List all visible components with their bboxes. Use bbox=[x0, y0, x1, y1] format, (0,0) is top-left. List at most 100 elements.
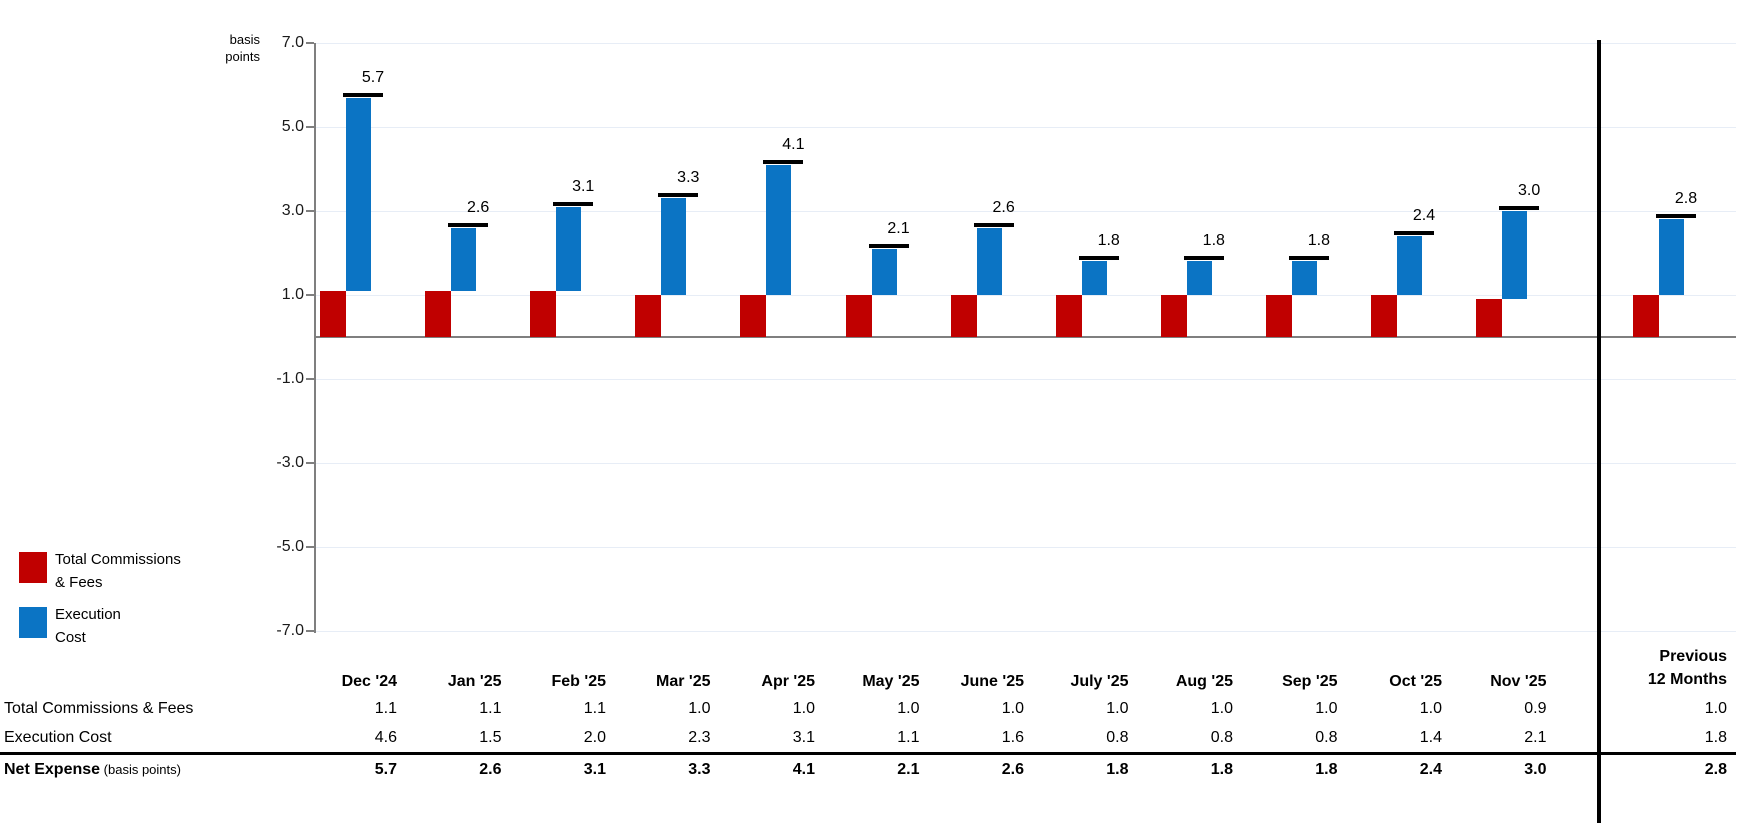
gridline bbox=[316, 547, 1736, 548]
value-cell: 1.0 bbox=[1001, 699, 1024, 717]
previous-12-months-value-cell: 2.8 bbox=[1704, 760, 1727, 778]
y-axis-line bbox=[314, 43, 316, 633]
value-cell: 1.8 bbox=[1106, 760, 1129, 778]
net-total-label: 2.8 bbox=[1674, 190, 1698, 208]
previous-12-months-value-cell: 1.8 bbox=[1546, 723, 1736, 755]
commissions-bar bbox=[635, 295, 662, 337]
gridline bbox=[316, 127, 1736, 128]
value-cell: 2.3 bbox=[606, 723, 711, 755]
table-corner-blank bbox=[0, 645, 293, 694]
execution-bar bbox=[1291, 261, 1317, 295]
value-cell: 1.5 bbox=[397, 723, 502, 755]
value-cell: 3.1 bbox=[583, 760, 606, 778]
gridline bbox=[316, 295, 1736, 296]
month-column-header: Mar '25 bbox=[656, 673, 711, 690]
y-axis-tick-label: -3.0 bbox=[276, 454, 304, 471]
value-cell: 2.6 bbox=[1001, 760, 1024, 778]
value-cell: 2.1 bbox=[1442, 723, 1547, 755]
previous-12-months-value-cell: 1.0 bbox=[1704, 699, 1727, 717]
net-total-label: 1.8 bbox=[1307, 232, 1331, 250]
net-total-marker bbox=[343, 92, 383, 97]
value-cell: 1.8 bbox=[1210, 760, 1233, 778]
net-total-label: 3.0 bbox=[1517, 182, 1541, 199]
value-cell: 5.7 bbox=[374, 760, 397, 778]
row-label: Total Commissions & Fees bbox=[4, 699, 194, 717]
commissions-bar bbox=[320, 290, 346, 337]
legend-swatch-commissions bbox=[19, 552, 47, 583]
execution-bar bbox=[1081, 261, 1107, 295]
y-axis-tick bbox=[306, 42, 314, 44]
net-total-label: 2.6 bbox=[466, 198, 490, 216]
value-cell: 0.8 bbox=[1024, 723, 1129, 755]
net-total-label: 2.6 bbox=[992, 198, 1015, 216]
previous-12-months-header: Previous 12 Months bbox=[1647, 648, 1727, 688]
month-column-header: Oct '25 bbox=[1389, 673, 1442, 690]
row-label: Execution Cost bbox=[0, 723, 293, 755]
y-axis-tick-label: 1.0 bbox=[281, 286, 304, 303]
previous-period-divider-line bbox=[1597, 40, 1601, 823]
value-cell: 1.0 bbox=[897, 699, 920, 717]
execution-bar bbox=[1397, 236, 1422, 295]
value-cell: 0.8 bbox=[1233, 723, 1338, 755]
net-total-marker bbox=[1078, 256, 1119, 261]
net-total-label: 5.7 bbox=[361, 68, 385, 86]
value-cell: 1.0 bbox=[688, 699, 711, 717]
month-column-header: May '25 bbox=[862, 673, 920, 690]
commissions-bar bbox=[1633, 295, 1659, 337]
month-column-header: June '25 bbox=[960, 673, 1024, 690]
legend-label-execution: Execution Cost bbox=[55, 606, 121, 646]
y-axis-tick bbox=[306, 462, 314, 464]
net-total-label: 3.1 bbox=[572, 177, 595, 195]
gridline bbox=[316, 379, 1736, 380]
y-axis-tick bbox=[306, 630, 314, 632]
value-cell: 1.1 bbox=[479, 699, 502, 717]
y-axis-tick-label: 3.0 bbox=[281, 202, 304, 219]
net-total-marker bbox=[763, 159, 804, 164]
net-total-label: 3.3 bbox=[677, 169, 700, 187]
net-total-marker bbox=[1394, 231, 1434, 236]
commissions-bar bbox=[950, 295, 977, 337]
row-label: Net Expense (basis points) bbox=[4, 760, 181, 778]
gridline bbox=[316, 463, 1736, 464]
value-cell: 1.1 bbox=[815, 723, 920, 755]
net-total-marker bbox=[1499, 206, 1540, 210]
y-axis-tick-label: 7.0 bbox=[281, 34, 304, 51]
value-cell: 4.1 bbox=[792, 760, 815, 778]
gridline bbox=[316, 43, 1736, 44]
value-cell: 1.6 bbox=[919, 723, 1024, 755]
net-total-marker bbox=[553, 201, 594, 206]
month-column-header: Feb '25 bbox=[551, 673, 607, 690]
month-column-header: Aug '25 bbox=[1175, 673, 1233, 690]
value-cell: 1.8 bbox=[1315, 760, 1338, 778]
month-column-header: Dec '24 bbox=[341, 673, 397, 690]
y-axis-tick-label: -5.0 bbox=[276, 538, 304, 555]
y-axis-tick-label: -1.0 bbox=[276, 370, 304, 387]
net-total-label: 2.1 bbox=[887, 219, 910, 237]
execution-bar bbox=[661, 198, 687, 295]
net-total-label: 4.1 bbox=[782, 135, 805, 153]
net-total-marker bbox=[1288, 256, 1329, 261]
value-cell: 1.0 bbox=[1419, 699, 1442, 717]
month-column-header: July '25 bbox=[1070, 673, 1129, 690]
y-axis-tick-label: -7.0 bbox=[276, 622, 304, 639]
legend-swatch-execution bbox=[19, 607, 47, 638]
value-cell: 3.0 bbox=[1524, 760, 1547, 778]
value-cell: 2.6 bbox=[479, 760, 502, 778]
y-axis-unit-line2: points bbox=[225, 49, 260, 64]
value-cell: 2.0 bbox=[501, 723, 606, 755]
value-cell: 1.0 bbox=[1210, 699, 1233, 717]
y-axis-unit-line1: basis bbox=[229, 32, 260, 47]
net-total-marker bbox=[1656, 214, 1696, 219]
net-total-label: 2.4 bbox=[1412, 207, 1436, 225]
value-cell: 1.4 bbox=[1337, 723, 1442, 755]
value-cell: 1.0 bbox=[1315, 699, 1338, 717]
net-total-marker bbox=[868, 243, 909, 248]
commissions-bar bbox=[1476, 299, 1503, 337]
net-total-marker bbox=[448, 222, 489, 227]
value-cell: 2.4 bbox=[1419, 760, 1442, 778]
y-axis-tick-label: 5.0 bbox=[281, 118, 304, 135]
commissions-bar bbox=[740, 295, 767, 337]
net-total-marker bbox=[1183, 256, 1224, 261]
